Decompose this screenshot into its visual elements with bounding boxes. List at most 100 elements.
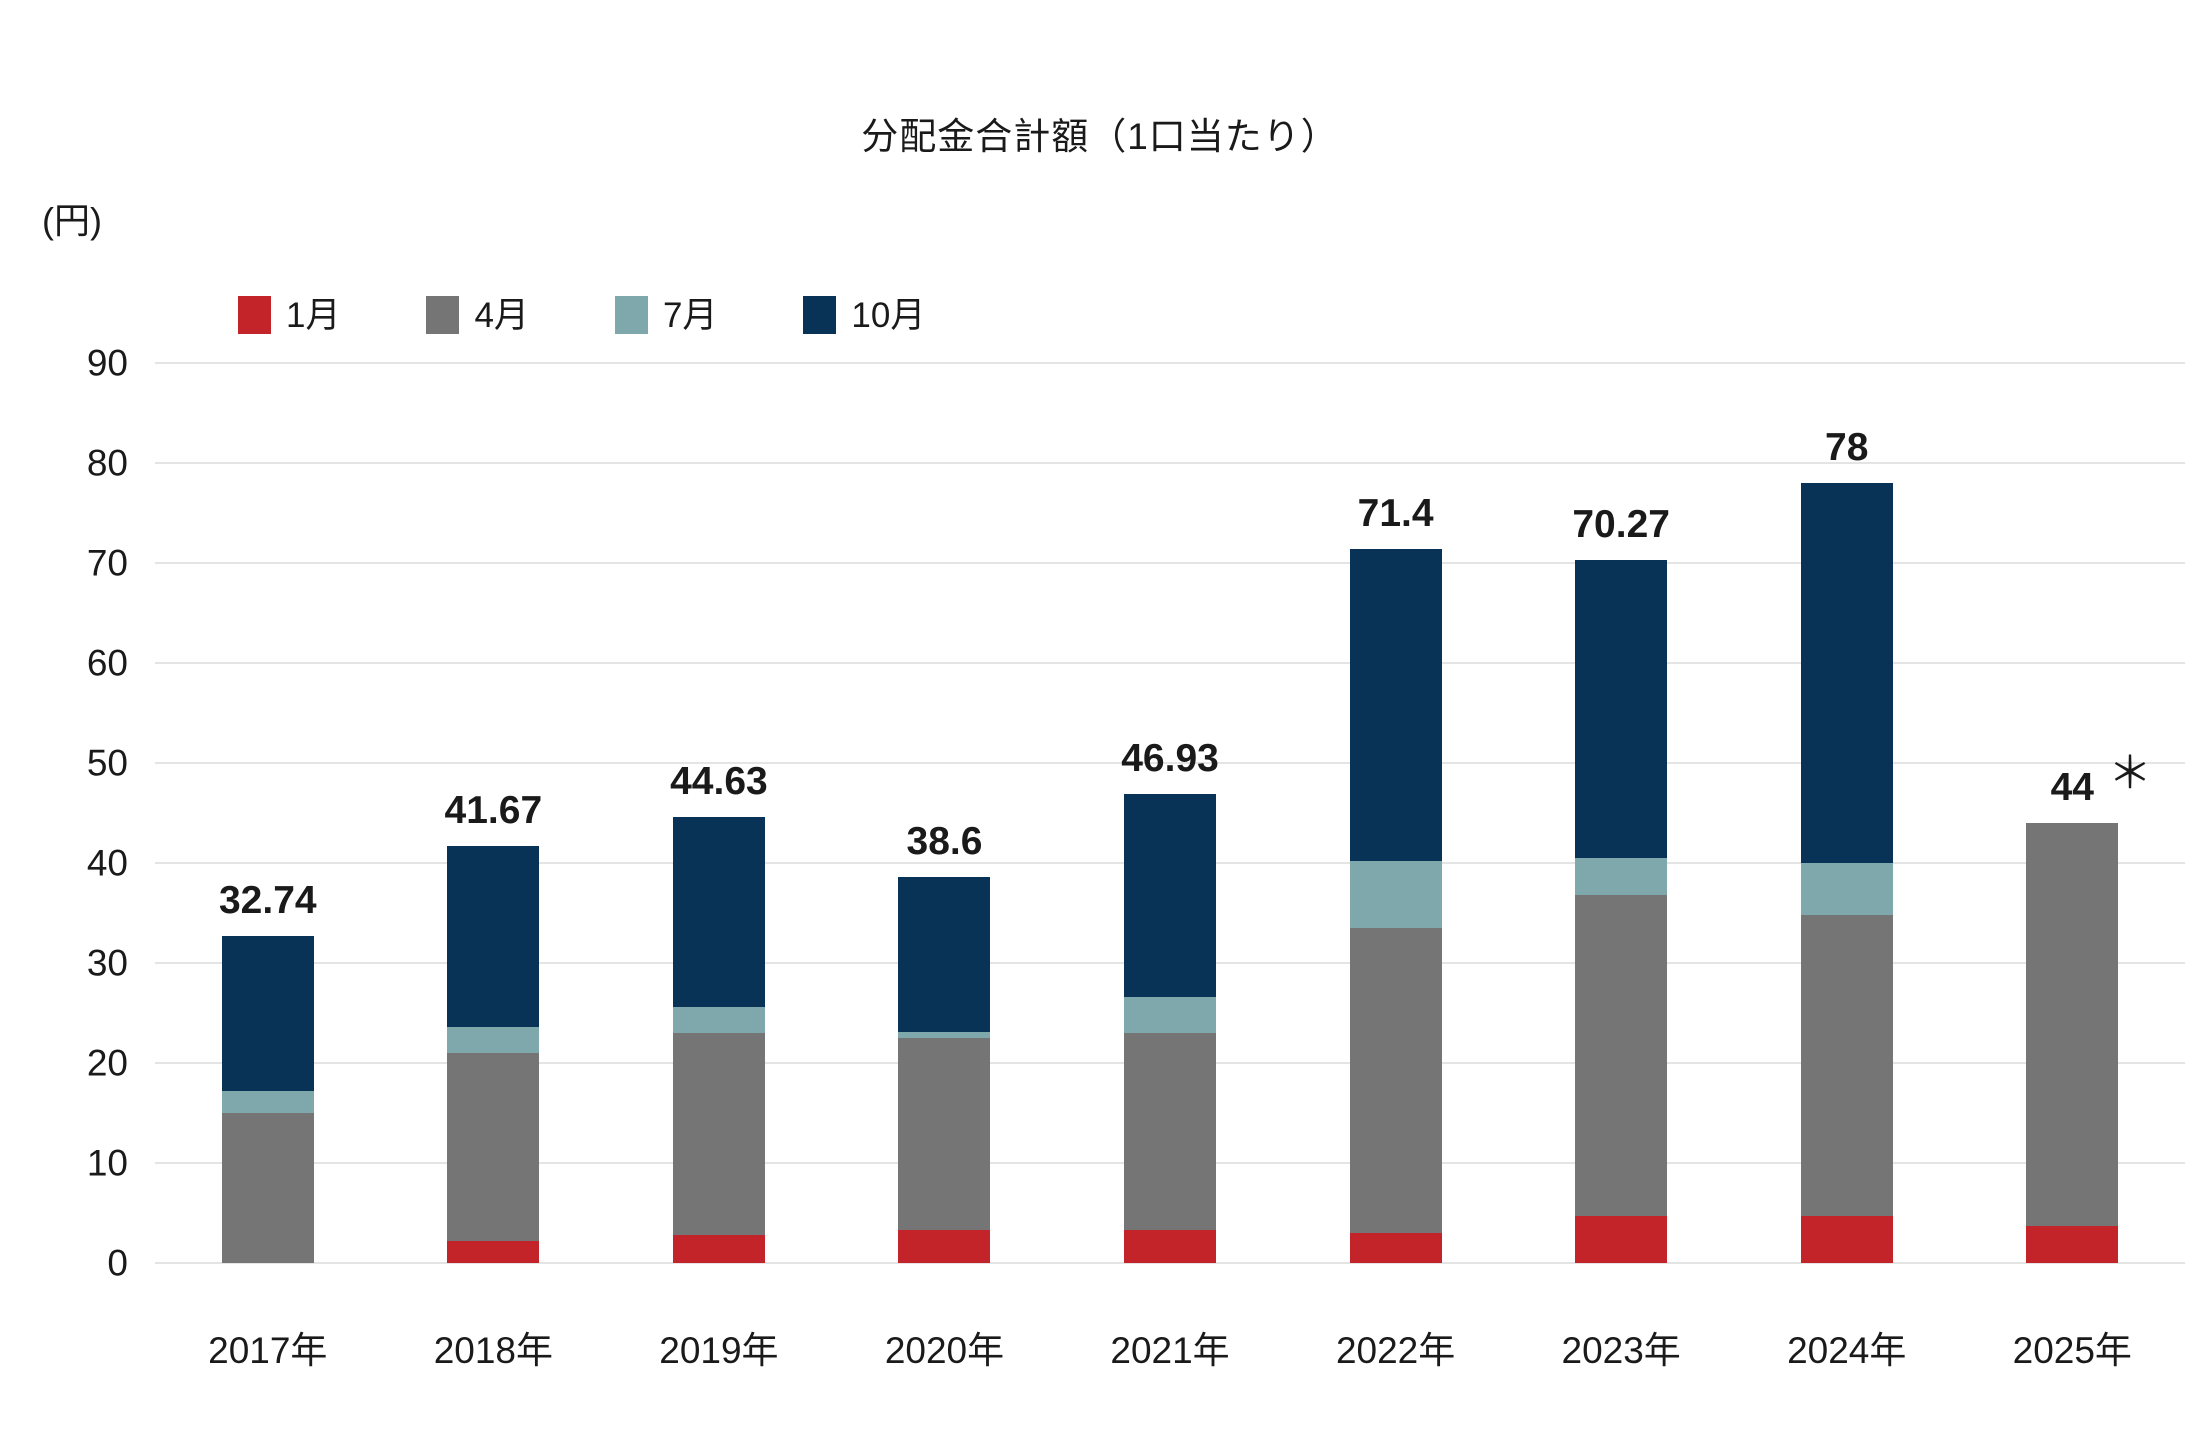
- bar-segment-oct: [1800, 483, 1893, 863]
- bar-stack: [1349, 549, 1442, 1263]
- legend-label-jul: 7月: [662, 295, 718, 335]
- total-value: 70.27: [1572, 503, 1670, 547]
- total-label: 38.6: [907, 822, 983, 861]
- total-label: 46.93: [1121, 739, 1219, 778]
- bar-segment-jan: [1124, 1230, 1217, 1263]
- legend-item-jan: 1月: [238, 296, 340, 334]
- total-value: 71.4: [1357, 492, 1434, 535]
- bar-segment-jan: [1349, 1233, 1442, 1263]
- bar-stack: [1124, 793, 1217, 1263]
- bar-column: 32.74: [155, 363, 381, 1263]
- y-axis-tick-labels: 90 80 70 60 50 40 30 20 10 0: [0, 345, 128, 1282]
- bar-segment-oct: [1575, 560, 1668, 858]
- bar-segment-oct: [898, 877, 991, 1032]
- bar-stack: [898, 877, 991, 1263]
- bar-stack: [2026, 823, 2119, 1263]
- y-tick-label-60: 60: [86, 642, 128, 684]
- y-tick-label-50: 50: [86, 742, 128, 784]
- y-tick-label-80: 80: [86, 442, 128, 484]
- plot-area: 32.74 41.67 44.63 38.6 46.93 71.4 70.27 78 44 ＊: [155, 362, 2185, 1264]
- bar-column: 71.4: [1283, 363, 1509, 1263]
- gridline-70: [155, 562, 2185, 564]
- bar-segment-jul: [447, 1027, 540, 1053]
- total-value: 44.63: [670, 759, 768, 803]
- total-label: 78: [1825, 428, 1868, 467]
- bar-segment-jul: [1124, 997, 1217, 1033]
- total-label: 44.63: [670, 762, 768, 801]
- legend-swatch-oct: [803, 296, 837, 334]
- legend-item-apr: 4月: [426, 295, 529, 335]
- bar-segment-jan: [898, 1230, 991, 1263]
- total-value: 78: [1825, 426, 1869, 469]
- gridline-90: [155, 362, 2185, 364]
- total-value: 38.6: [906, 820, 983, 863]
- gridline-50: [155, 762, 2185, 764]
- y-tick-label-40: 40: [86, 842, 128, 884]
- y-axis-unit: (円): [42, 200, 102, 241]
- bar-column: 44.63: [606, 363, 832, 1263]
- bar-segment-apr: [1800, 915, 1893, 1216]
- bar-segment-apr: [1349, 928, 1442, 1233]
- gridline-0: [155, 1262, 2185, 1264]
- bar-segment-jul: [221, 1091, 314, 1113]
- bar-segment-jan: [672, 1235, 765, 1263]
- y-tick-label-30: 30: [86, 942, 128, 984]
- x-axis-tick-labels: 2017年 2018年 2019年 2020年 2021年 2022年 2023年 2024年…: [155, 1332, 2185, 1369]
- bar-stack: [447, 846, 540, 1263]
- legend-label-jan: 1月: [286, 295, 341, 335]
- bar-segment-jul: [1800, 863, 1893, 915]
- total-label: 44 ＊: [2050, 752, 2152, 809]
- y-tick-label-90: 90: [86, 342, 128, 384]
- x-axis-label: 2022年: [1335, 1330, 1456, 1371]
- bar-stack: [1575, 560, 1668, 1263]
- x-axis-label: 2021年: [1110, 1330, 1230, 1371]
- total-label: 70.27: [1572, 505, 1670, 544]
- bar-segment-oct: [1349, 549, 1442, 861]
- bar-column: 38.6: [832, 363, 1058, 1263]
- bar-stack: [1800, 483, 1893, 1263]
- total-value: 41.67: [444, 789, 543, 833]
- bar-segment-jul: [898, 1032, 991, 1038]
- legend-item-jul: 7月: [614, 295, 718, 335]
- bar-segment-jul: [1349, 861, 1442, 928]
- legend: 1月 4月 7月 10月: [238, 296, 925, 334]
- bar-stack: [672, 816, 765, 1263]
- bar-segment-jan: [1575, 1216, 1668, 1263]
- legend-swatch-jan: [238, 296, 271, 334]
- bar-segment-apr: [2026, 823, 2119, 1226]
- x-axis-label: 2018年: [433, 1330, 553, 1371]
- legend-swatch-jul: [614, 296, 648, 334]
- x-axis-label: 2025年: [2012, 1330, 2132, 1371]
- bar-segment-apr: [898, 1038, 991, 1230]
- bar-segment-oct: [672, 816, 765, 1007]
- y-tick-label-20: 20: [86, 1042, 128, 1084]
- total-value: 46.93: [1121, 736, 1219, 780]
- total-label: 71.4: [1358, 494, 1434, 533]
- bar-segment-apr: [447, 1053, 540, 1241]
- chart-title: 分配金合計額（1口当たり）: [861, 116, 1339, 157]
- legend-label-apr: 4月: [474, 295, 529, 335]
- total-value: 32.74: [218, 878, 317, 922]
- bar-segment-apr: [221, 1113, 314, 1263]
- bar-segment-jan: [1800, 1216, 1893, 1263]
- bar-segment-apr: [1124, 1033, 1217, 1230]
- bar-segment-jul: [672, 1007, 765, 1033]
- legend-item-oct: 10月: [803, 296, 925, 334]
- bar-segment-oct: [447, 846, 540, 1027]
- bar-columns: 32.74 41.67 44.63 38.6 46.93 71.4 70.27 78 44 ＊: [155, 363, 2185, 1263]
- total-label: 32.74: [219, 881, 317, 920]
- bar-column: 46.93: [1057, 363, 1283, 1263]
- bar-segment-apr: [1575, 895, 1668, 1216]
- x-axis-label: 2023年: [1561, 1330, 1681, 1371]
- total-label: 41.67: [445, 791, 543, 830]
- y-tick-label-70: 70: [86, 542, 128, 584]
- gridline-80: [155, 462, 2185, 465]
- bar-segment-oct: [221, 935, 314, 1091]
- y-tick-label-10: 10: [86, 1142, 128, 1184]
- legend-label-oct: 10月: [851, 295, 926, 335]
- total-value: 44: [2050, 766, 2094, 809]
- bar-stack: [221, 935, 314, 1263]
- x-axis-label: 2017年: [208, 1330, 328, 1371]
- bar-segment-jan: [447, 1241, 540, 1263]
